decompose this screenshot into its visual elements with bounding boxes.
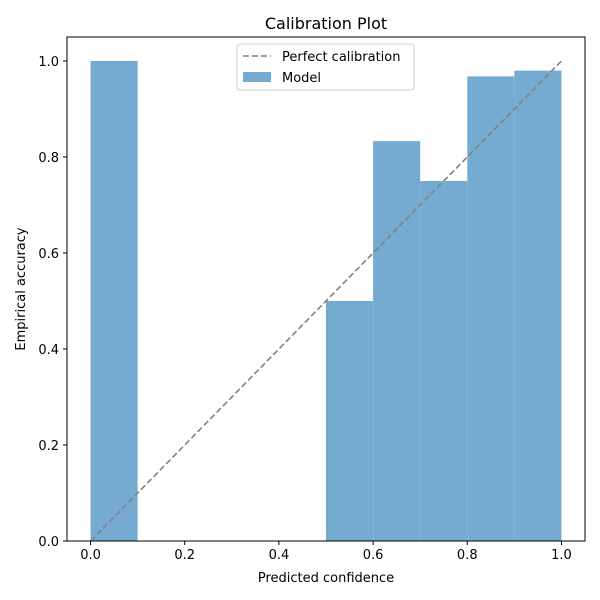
legend: Perfect calibration Model	[236, 43, 415, 91]
bar-bin-3	[420, 181, 468, 541]
y-axis-label: Empirical accuracy	[14, 227, 29, 351]
x-tick-label: 0.2	[174, 548, 195, 563]
legend-entry-perfect: Perfect calibration	[282, 50, 400, 65]
y-tick-label: 0.8	[38, 151, 59, 166]
y-tick-label: 0.6	[38, 247, 59, 262]
bar-bin-5	[514, 70, 562, 541]
y-tick-label: 0.2	[38, 439, 59, 454]
bar-bin-4	[467, 76, 515, 542]
x-tick-label: 0.8	[457, 548, 478, 563]
chart-title: Calibration Plot	[265, 14, 387, 33]
y-tick-label: 1.0	[38, 55, 59, 70]
y-tick-label: 0.0	[38, 535, 59, 550]
x-tick-label: 1.0	[551, 548, 572, 563]
x-tick-label: 0.6	[363, 548, 384, 563]
axes-frame	[66, 36, 586, 542]
x-tick-label: 0.4	[269, 548, 290, 563]
y-tick-label: 0.4	[38, 343, 59, 358]
perfect-calibration-line	[89, 60, 563, 542]
legend-box	[236, 43, 415, 91]
bar-bin-0	[90, 61, 138, 541]
x-tick-label: 0.0	[80, 548, 101, 563]
bar-bin-1	[326, 301, 374, 541]
bar-bin-2	[373, 141, 421, 541]
x-axis-label: Predicted confidence	[258, 571, 394, 586]
legend-entry-model: Model	[282, 71, 321, 86]
legend-model-swatch	[243, 72, 271, 82]
